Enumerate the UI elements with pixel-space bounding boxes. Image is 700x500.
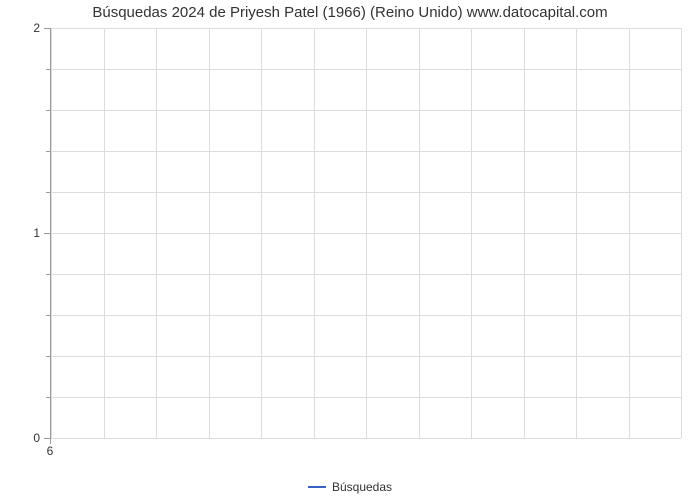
y-minor-tick (46, 274, 50, 275)
y-minor-tick (46, 233, 50, 234)
grid-line-vertical (629, 28, 630, 438)
y-minor-tick (46, 151, 50, 152)
grid-line-vertical (51, 28, 52, 438)
chart-container: Búsquedas 2024 de Priyesh Patel (1966) (… (0, 0, 700, 500)
y-minor-tick (46, 69, 50, 70)
chart-title: Búsquedas 2024 de Priyesh Patel (1966) (… (0, 4, 700, 21)
legend: Búsquedas (0, 480, 700, 494)
y-minor-tick (46, 315, 50, 316)
x-tick-label: 6 (47, 444, 54, 458)
y-tick-label: 1 (26, 226, 40, 240)
grid-line-vertical (209, 28, 210, 438)
y-minor-tick (46, 28, 50, 29)
x-tick (50, 438, 51, 444)
grid-line-vertical (314, 28, 315, 438)
grid-line-vertical (156, 28, 157, 438)
grid-line-horizontal (51, 438, 681, 439)
grid-line-vertical (524, 28, 525, 438)
legend-label: Búsquedas (332, 480, 392, 494)
legend-swatch (308, 486, 326, 488)
plot-area (50, 28, 681, 439)
grid-line-vertical (104, 28, 105, 438)
y-minor-tick (46, 192, 50, 193)
grid-line-vertical (576, 28, 577, 438)
grid-line-vertical (419, 28, 420, 438)
grid-line-vertical (471, 28, 472, 438)
y-minor-tick (46, 356, 50, 357)
grid-line-vertical (261, 28, 262, 438)
y-minor-tick (46, 110, 50, 111)
y-tick-label: 0 (26, 431, 40, 445)
y-minor-tick (46, 397, 50, 398)
grid-line-vertical (681, 28, 682, 438)
grid-line-vertical (366, 28, 367, 438)
y-tick-label: 2 (26, 21, 40, 35)
